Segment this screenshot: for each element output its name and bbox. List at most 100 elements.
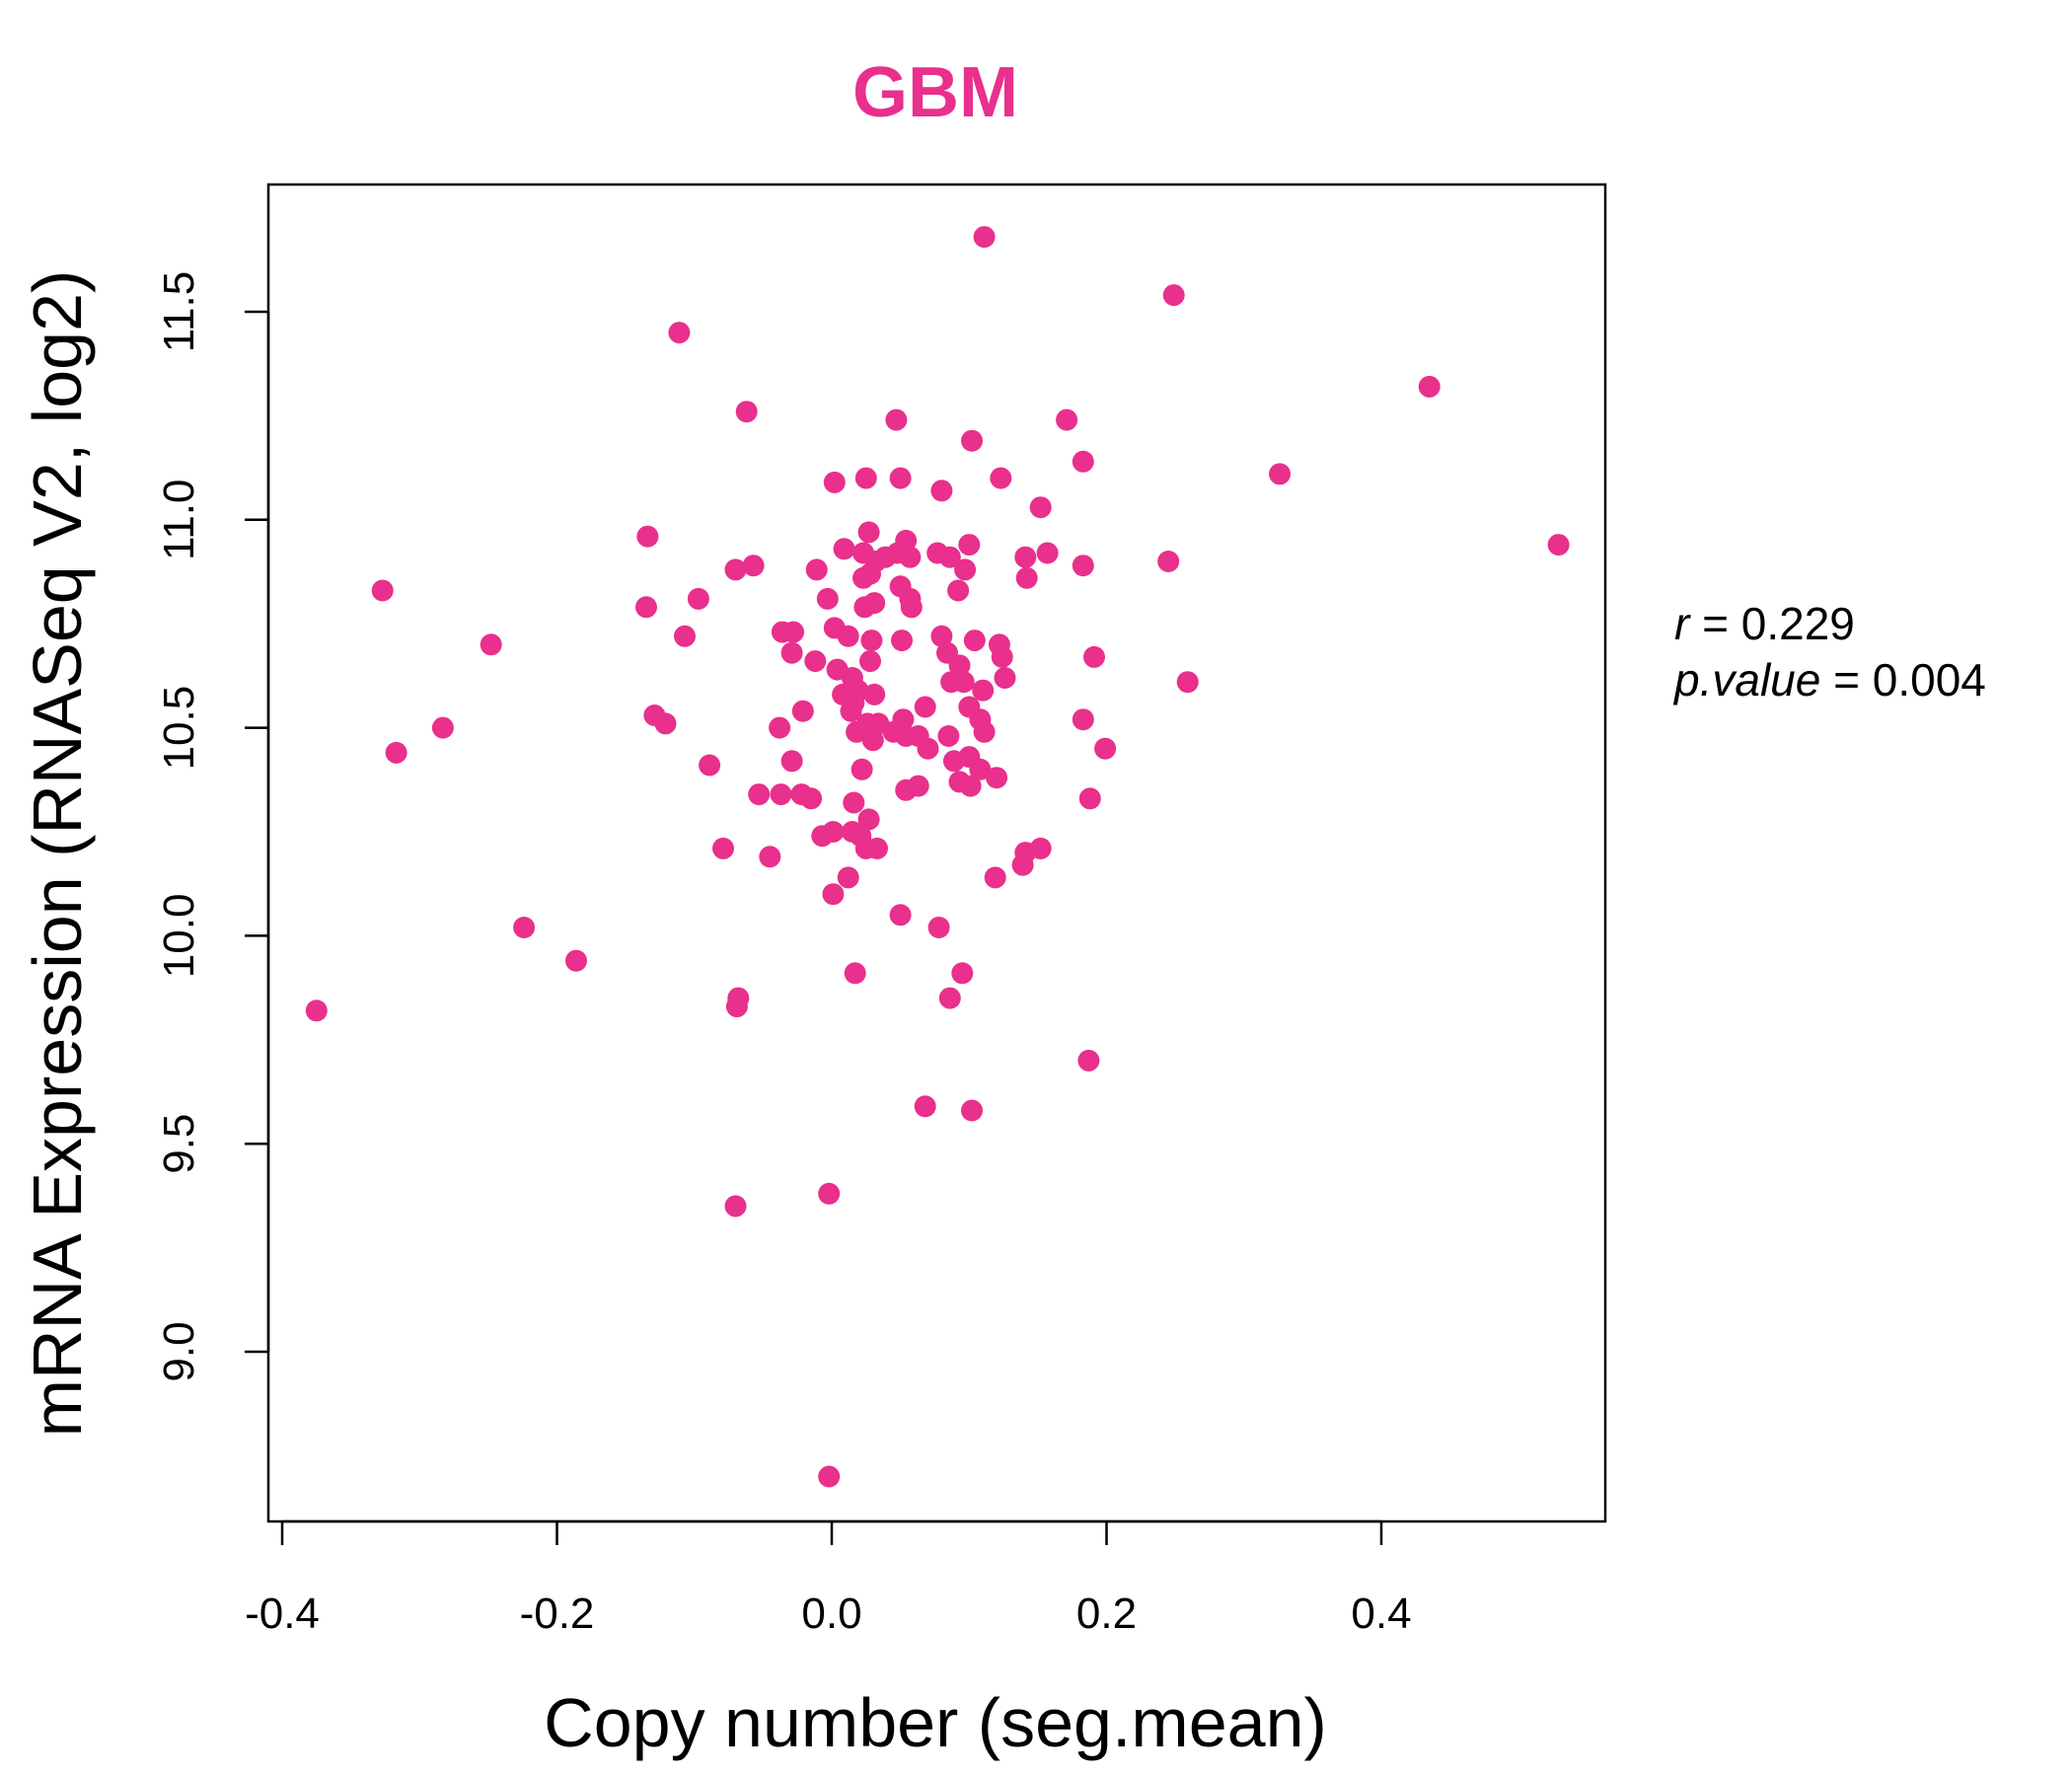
data-point xyxy=(899,546,922,568)
data-point xyxy=(770,783,792,806)
data-point xyxy=(782,621,804,643)
data-point xyxy=(948,654,971,677)
data-point xyxy=(513,917,536,938)
data-point xyxy=(371,579,394,602)
data-point xyxy=(811,825,834,848)
x-axis: -0.4 -0.2 0.0 0.2 0.4 xyxy=(245,1519,1412,1638)
data-point xyxy=(800,787,823,810)
p-value: 0.004 xyxy=(1873,654,1986,705)
y-tick-label: 10.0 xyxy=(155,894,203,979)
data-point xyxy=(1029,496,1052,519)
data-point xyxy=(863,683,886,705)
data-point xyxy=(818,1182,841,1205)
r-label: r xyxy=(1674,598,1691,649)
y-tick-label: 10.5 xyxy=(155,686,203,771)
y-axis: 9.0 9.5 10.0 10.5 11.0 11.5 xyxy=(155,271,270,1382)
data-point xyxy=(1083,645,1105,668)
data-point xyxy=(818,1465,841,1488)
data-point xyxy=(972,679,995,702)
data-point xyxy=(991,645,1013,668)
data-point xyxy=(917,737,939,760)
data-point xyxy=(961,429,983,452)
y-tick-label: 9.5 xyxy=(155,1114,203,1174)
data-point xyxy=(927,917,950,938)
y-tick-label: 9.0 xyxy=(155,1321,203,1381)
data-point xyxy=(833,538,855,560)
data-point xyxy=(947,579,970,602)
data-point xyxy=(769,716,791,739)
data-point xyxy=(859,562,881,585)
data-point xyxy=(724,558,747,581)
p-stat: p.value = 0.004 xyxy=(1672,654,1986,705)
p-equals: = xyxy=(1820,654,1872,705)
data-point xyxy=(1072,450,1094,473)
x-tick-label: 0.2 xyxy=(1076,1590,1137,1638)
data-point xyxy=(859,650,881,673)
data-point xyxy=(654,712,677,735)
y-tick-label: 11.0 xyxy=(155,480,203,560)
data-point xyxy=(668,322,691,344)
data-point xyxy=(961,1099,983,1122)
data-point xyxy=(984,866,1006,889)
data-point xyxy=(844,962,866,985)
data-points xyxy=(305,226,1570,1488)
data-point xyxy=(1014,546,1037,568)
data-point xyxy=(635,596,657,619)
data-point xyxy=(759,846,781,868)
plot-frame xyxy=(266,183,1607,1523)
data-point xyxy=(1094,737,1117,760)
r-value: 0.229 xyxy=(1741,598,1855,649)
x-axis-title: Copy number (seg.mean) xyxy=(544,1684,1327,1761)
data-point xyxy=(1072,555,1094,577)
data-point xyxy=(780,641,803,664)
x-tick-label: 0.0 xyxy=(801,1590,861,1638)
data-point xyxy=(431,716,454,739)
data-point xyxy=(938,546,961,568)
data-point xyxy=(1072,708,1094,731)
data-point xyxy=(889,904,912,926)
data-point xyxy=(1056,408,1078,431)
data-point xyxy=(837,866,859,889)
data-point xyxy=(843,791,865,814)
data-point xyxy=(895,778,918,801)
data-point xyxy=(889,467,912,489)
data-point xyxy=(837,625,859,647)
data-point xyxy=(1078,787,1101,810)
data-point xyxy=(986,767,1008,789)
data-point xyxy=(480,633,502,656)
y-axis-title: mRNA Expression (RNASeq V2, log2) xyxy=(19,270,96,1438)
data-point xyxy=(990,467,1012,489)
data-point xyxy=(1162,284,1185,307)
data-point xyxy=(1015,566,1038,589)
correlation-stats: r = 0.229 p.value = 0.004 xyxy=(1672,598,1986,705)
data-point xyxy=(305,999,328,1022)
data-point xyxy=(1036,542,1059,564)
data-point xyxy=(1176,671,1199,694)
data-point xyxy=(885,408,908,431)
data-point xyxy=(860,629,883,652)
data-point xyxy=(1011,853,1034,876)
chart-title: GBM xyxy=(852,53,1018,132)
data-point xyxy=(951,962,974,985)
data-point xyxy=(937,725,960,747)
data-point xyxy=(1157,551,1180,572)
data-point xyxy=(699,754,721,777)
data-point xyxy=(636,525,659,548)
data-point xyxy=(914,1095,936,1118)
data-point xyxy=(994,667,1016,689)
data-point xyxy=(854,467,877,489)
data-point xyxy=(742,555,765,577)
y-tick-label: 11.5 xyxy=(155,271,203,352)
x-tick-label: -0.4 xyxy=(245,1590,320,1638)
data-point xyxy=(712,837,734,859)
data-point xyxy=(973,226,996,249)
p-label: p.value xyxy=(1672,654,1820,705)
data-point xyxy=(861,729,884,752)
data-point xyxy=(938,987,961,1009)
data-point xyxy=(1029,837,1052,859)
data-point xyxy=(857,808,880,831)
data-point xyxy=(866,837,888,859)
data-point xyxy=(846,720,868,743)
data-point xyxy=(930,480,953,502)
x-tick-label: -0.2 xyxy=(520,1590,595,1638)
